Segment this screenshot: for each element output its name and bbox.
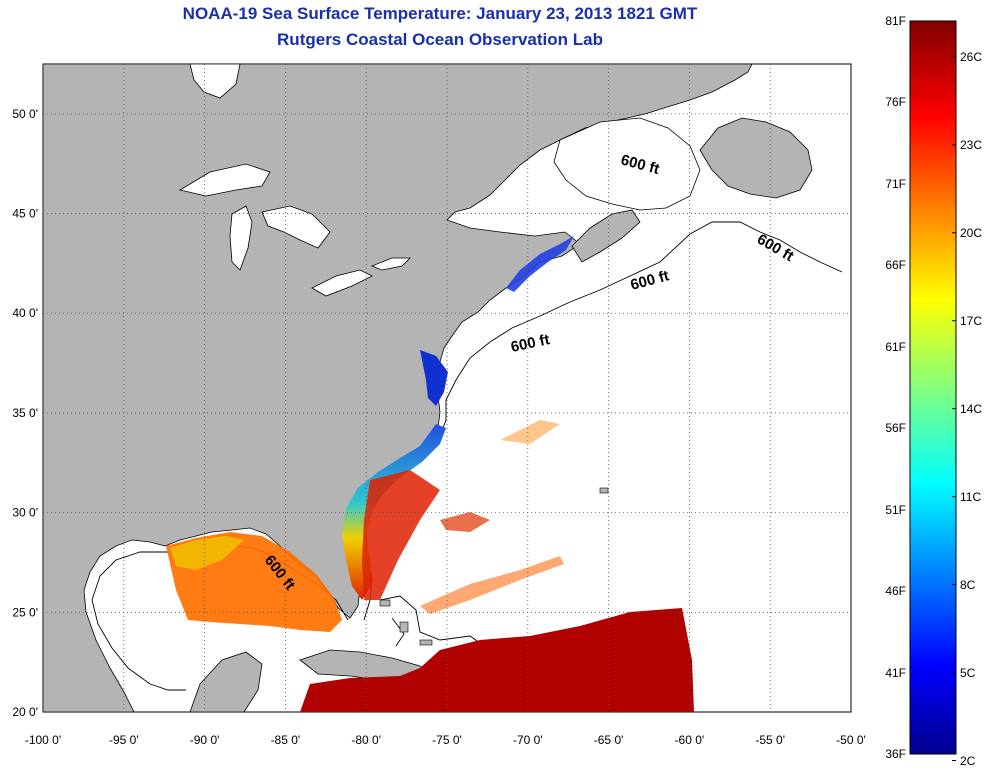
graticule — [43, 64, 851, 712]
lon-tick-label: -100 0' — [25, 733, 61, 747]
colorbar-c-label: 14C — [960, 401, 983, 416]
lon-tick-label: -75 0' — [432, 733, 462, 747]
sst-caribbean — [300, 608, 694, 712]
colorbar-f-label: 71F — [885, 176, 906, 191]
colorbar-c-label: 5C — [960, 665, 976, 680]
axis-ticks: -100 0' -95 0' -90 0' -85 0' -80 0' -75 0' -70… — [12, 107, 865, 747]
lat-tick-label: 25 0' — [12, 605, 38, 619]
sst-atlantic-streak-3 — [500, 420, 560, 444]
colorbar-c-label: 20C — [960, 225, 983, 240]
colorbar-f-label: 36F — [885, 747, 906, 761]
bahamas — [379, 487, 609, 646]
colorbar-f-label: 51F — [885, 502, 906, 517]
lon-tick-label: -95 0' — [109, 733, 139, 747]
lat-tick-label: 35 0' — [12, 406, 38, 420]
colorbar-f-label: 76F — [885, 95, 906, 110]
lat-tick-label: 40 0' — [12, 306, 38, 320]
colorbar-f-label: 41F — [885, 665, 906, 680]
sst-atlantic-streak-1 — [440, 512, 490, 532]
colorbar-f-label: 81F — [885, 14, 906, 28]
lon-tick-label: -65 0' — [594, 733, 624, 747]
lon-tick-label: -55 0' — [755, 733, 785, 747]
colorbar-c-label: 2C — [960, 753, 976, 768]
lat-tick-label: 30 0' — [12, 506, 38, 520]
sst-observations — [166, 236, 694, 712]
sst-gulf-of-maine — [506, 236, 574, 292]
colorbar-ticks — [952, 56, 956, 762]
colorbar-f-label: 61F — [885, 339, 906, 354]
sst-atlantic-streak-2 — [420, 556, 564, 614]
lon-tick-label: -70 0' — [513, 733, 543, 747]
colorbar-c-label: 23C — [960, 137, 983, 152]
colorbar-f-label: 66F — [885, 258, 906, 273]
lon-tick-label: -85 0' — [271, 733, 301, 747]
lon-tick-label: -80 0' — [351, 733, 381, 747]
lat-tick-label: 20 0' — [12, 705, 38, 719]
james-bay — [189, 64, 241, 99]
colorbar-c-label: 26C — [960, 49, 983, 64]
lon-tick-label: -90 0' — [190, 733, 220, 747]
land-nova-scotia — [571, 209, 641, 263]
land-yucatan — [189, 651, 263, 712]
sst-chesapeake — [420, 350, 448, 406]
colorbar — [909, 20, 957, 755]
lon-tick-label: -50 0' — [836, 733, 866, 747]
colorbar-c-label: 17C — [960, 313, 983, 328]
map-subtitle: Rutgers Coastal Ocean Observation Lab — [277, 30, 603, 49]
land-newfoundland — [699, 117, 813, 199]
colorbar-c-label: 11C — [960, 489, 982, 504]
sst-gulf-stream — [362, 470, 440, 600]
lon-tick-label: -60 0' — [675, 733, 705, 747]
lat-tick-label: 50 0' — [12, 107, 38, 121]
colorbar-f-label: 56F — [885, 421, 906, 436]
great-lakes — [178, 163, 411, 297]
map-title: NOAA-19 Sea Surface Temperature: January… — [182, 4, 698, 23]
colorbar-f-label: 46F — [885, 584, 906, 599]
sst-gulf-coast-warm — [170, 536, 244, 570]
colorbar-c-label: 8C — [960, 577, 976, 592]
lat-tick-label: 45 0' — [12, 207, 38, 221]
isobath-caribbean — [379, 595, 491, 651]
gulf-st-lawrence — [553, 117, 701, 211]
